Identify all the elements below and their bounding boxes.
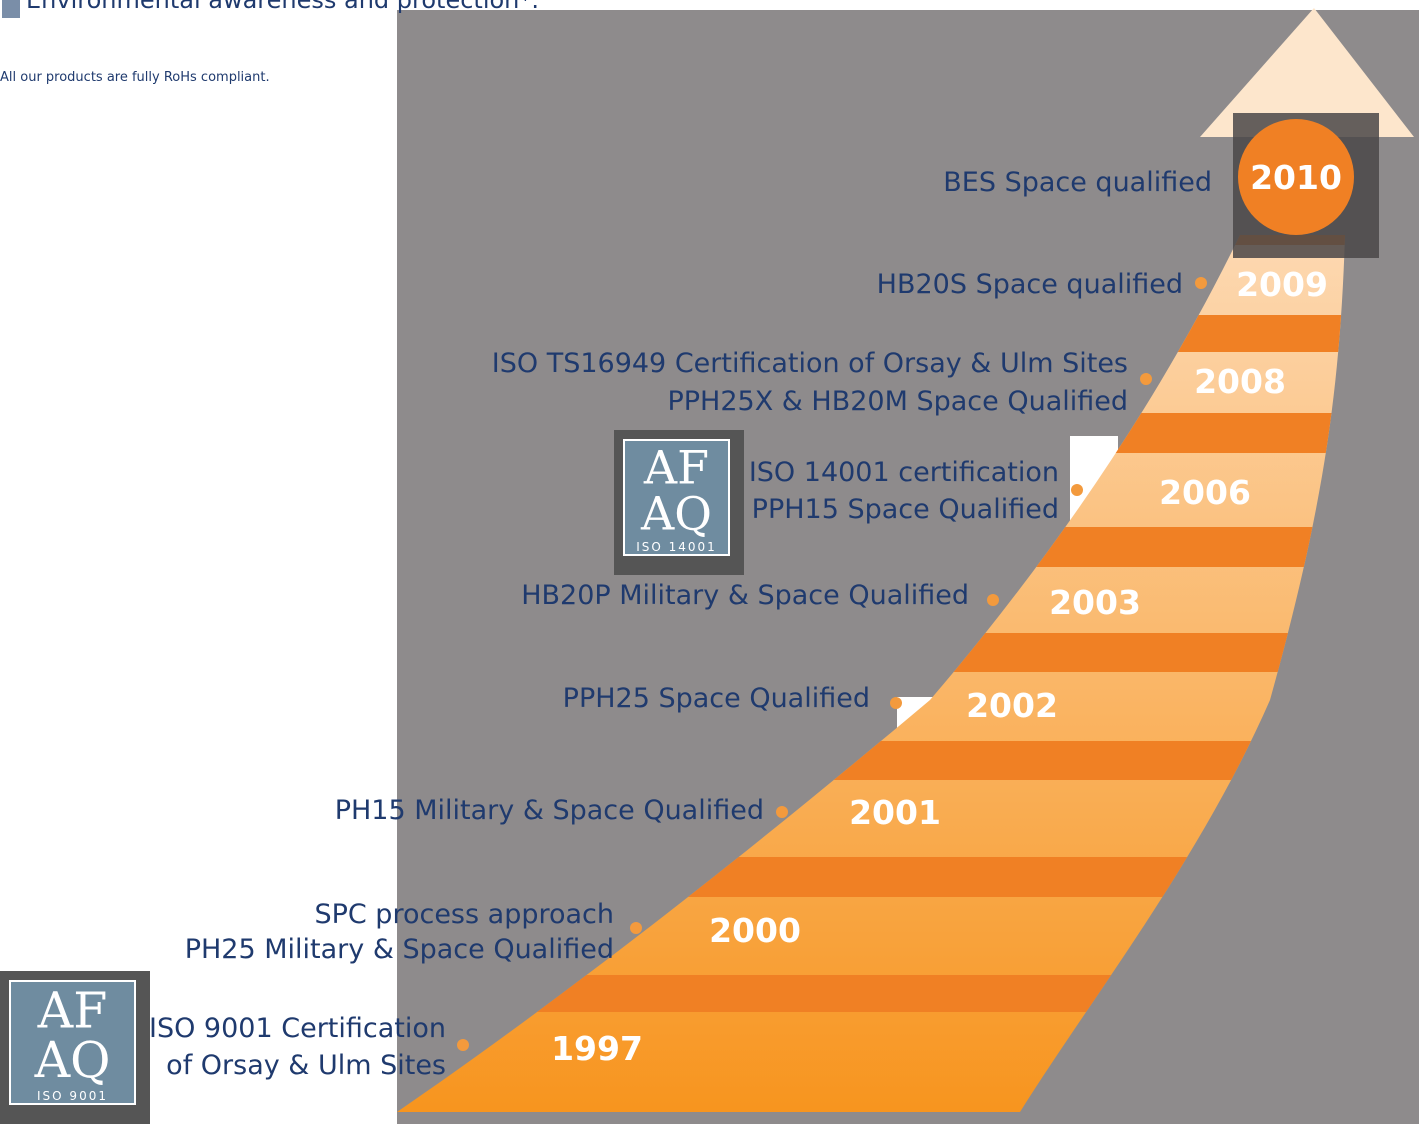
year: 2010	[1250, 158, 1342, 197]
milestone-label: ISO 9001 Certification	[149, 1013, 446, 1044]
milestone-label: PPH25X & HB20M Space Qualified	[667, 386, 1128, 417]
milestone-label: SPC process approach	[314, 899, 614, 930]
milestone-label: BES Space qualified	[943, 167, 1212, 198]
logo-letters: AQ	[640, 487, 712, 541]
logo-letters: AQ	[34, 1031, 111, 1089]
milestone-label: PPH25 Space Qualified	[563, 683, 870, 714]
year: 2002	[966, 686, 1058, 725]
bullet	[776, 806, 788, 818]
header-note: All our products are fully RoHs complian…	[0, 70, 270, 85]
year: 2000	[709, 911, 801, 950]
bullet	[890, 697, 902, 709]
bullet	[630, 922, 642, 934]
bullet	[1195, 277, 1207, 289]
bullet	[987, 594, 999, 606]
header-icon	[2, 0, 20, 18]
bullet	[1140, 373, 1152, 385]
milestone-label: ISO TS16949 Certification of Orsay & Ulm…	[492, 348, 1128, 379]
logo-label: ISO 9001	[37, 1089, 108, 1103]
year: 2003	[1049, 583, 1141, 622]
bullet	[1071, 484, 1083, 496]
year: 2001	[849, 793, 941, 832]
header-title: Environmental awareness and protection*.	[26, 0, 539, 14]
timeline-diagram: Environmental awareness and protection*.…	[0, 0, 1419, 1124]
year: 2009	[1236, 265, 1328, 304]
milestone-label: PPH15 Space Qualified	[752, 494, 1059, 525]
logo-label: ISO 14001	[636, 540, 717, 554]
milestone-label: HB20P Military & Space Qualified	[521, 580, 969, 611]
year: 1997	[551, 1029, 643, 1068]
milestone-label: PH15 Military & Space Qualified	[335, 795, 764, 826]
year: 2008	[1194, 362, 1286, 401]
bullet	[457, 1039, 469, 1051]
year: 2006	[1159, 473, 1251, 512]
milestone-label: PH25 Military & Space Qualified	[185, 934, 614, 965]
milestone-label: ISO 14001 certification	[749, 457, 1059, 488]
milestone-label: HB20S Space qualified	[877, 269, 1183, 300]
milestone-label: of Orsay & Ulm Sites	[166, 1050, 446, 1081]
